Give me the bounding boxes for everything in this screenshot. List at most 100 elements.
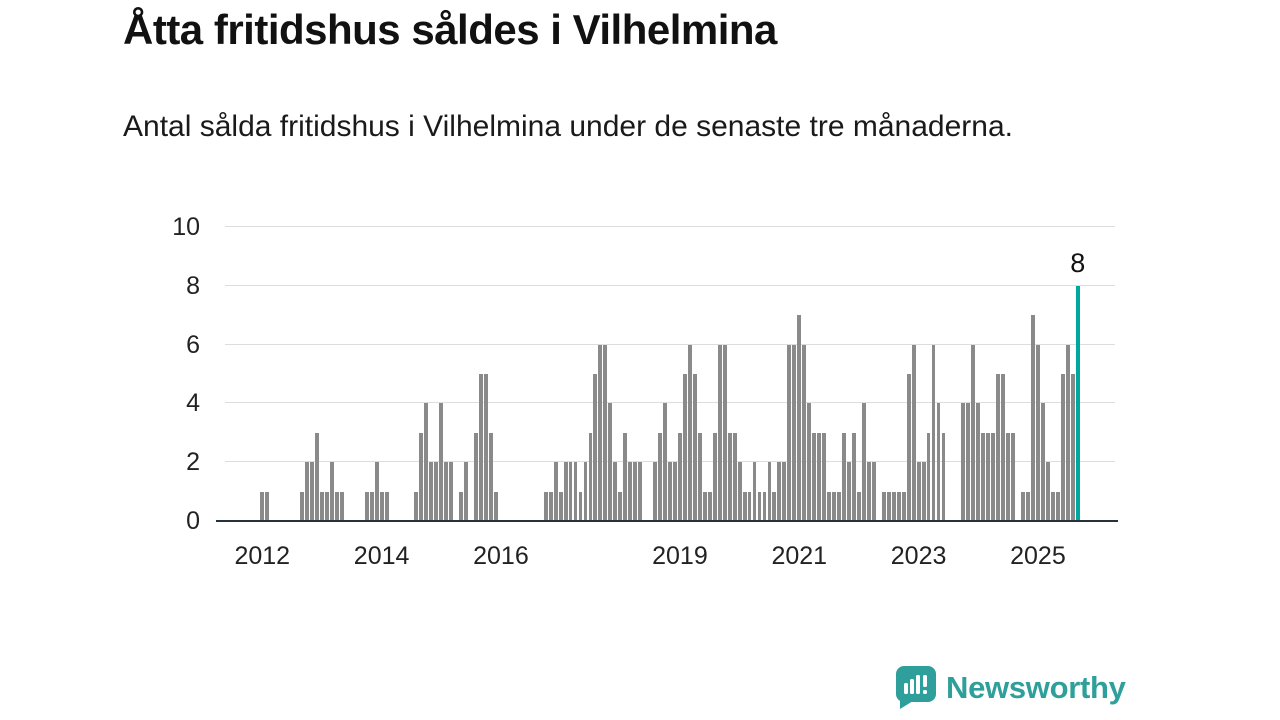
bar [369,491,374,521]
bar [474,432,479,521]
bar [1060,374,1065,521]
bar [1026,491,1030,521]
bar [1021,491,1025,521]
bar [628,462,633,521]
bar [916,462,921,521]
bar [429,462,434,521]
bar [310,462,314,521]
bar [548,491,553,521]
bar [593,374,598,521]
y-axis-label: 10 [172,213,200,241]
bar [315,432,319,521]
bar [886,491,891,521]
bar [702,491,707,521]
bar [638,462,643,521]
bar [578,491,583,521]
bar [827,491,832,521]
bar [842,432,846,521]
bar [757,491,762,521]
bar [1070,374,1075,521]
bar [687,344,692,521]
bar [901,491,906,521]
bar [479,374,483,521]
bar [941,432,946,521]
bar [896,491,901,521]
bar [1001,374,1006,521]
bar [722,344,727,521]
bar [891,491,896,521]
bar [459,491,464,521]
gridline [225,461,1115,463]
bar [832,491,836,521]
bar [1045,462,1050,521]
bar [1040,403,1045,521]
bar [936,403,941,521]
x-axis-label: 2019 [652,542,708,570]
bar [682,374,687,521]
bar [678,432,682,521]
bar [329,462,334,521]
bar [439,403,444,521]
bar [717,344,722,521]
bar [573,462,578,521]
bar [881,491,886,521]
bar [727,432,732,521]
bar [1031,315,1035,521]
y-axis-label: 4 [186,389,200,418]
bar [1006,432,1011,521]
bar [583,462,588,521]
y-axis-label: 0 [186,507,200,535]
bar [618,491,623,521]
bar [871,462,876,521]
bar [364,491,369,521]
bar [961,403,966,521]
bar [986,432,991,521]
bar [772,491,777,521]
bar [852,432,856,521]
x-axis-label: 2023 [890,542,947,570]
bar [324,491,329,521]
bar [563,462,568,521]
bar [1055,491,1060,521]
bar [707,491,712,521]
bar [1050,491,1055,521]
gridline [225,402,1115,404]
bar [1035,344,1040,521]
bar [911,344,916,521]
bar [623,432,628,521]
bar [817,432,822,521]
bar [668,462,672,521]
bar [971,344,976,521]
bar [658,432,662,521]
bar [653,462,658,521]
chart-subtitle: Antal sålda fritidshus i Vilhelmina unde… [123,110,1013,143]
y-axis-label: 6 [186,330,200,359]
bar [767,462,772,521]
bar [384,491,389,521]
bar [553,462,558,521]
bar [598,344,603,521]
bar [334,491,339,521]
bar [444,462,449,521]
bar [742,491,747,521]
bar [608,403,613,521]
x-axis-label: 2014 [353,542,410,570]
bar [663,403,667,521]
bar [782,462,787,521]
bar [822,432,827,521]
bar [673,462,677,521]
bar [419,432,424,521]
bar [812,432,817,521]
brand-footer: Newsworthy [896,666,1126,709]
x-axis-label: 2012 [234,542,291,570]
bar [265,491,270,521]
bar [976,403,981,521]
x-axis-label: 2016 [473,542,529,570]
bar [807,403,812,521]
bar [424,403,429,521]
bar [697,432,702,521]
bar [966,403,971,521]
y-axis-label: 8 [186,271,200,300]
bar [568,462,573,521]
